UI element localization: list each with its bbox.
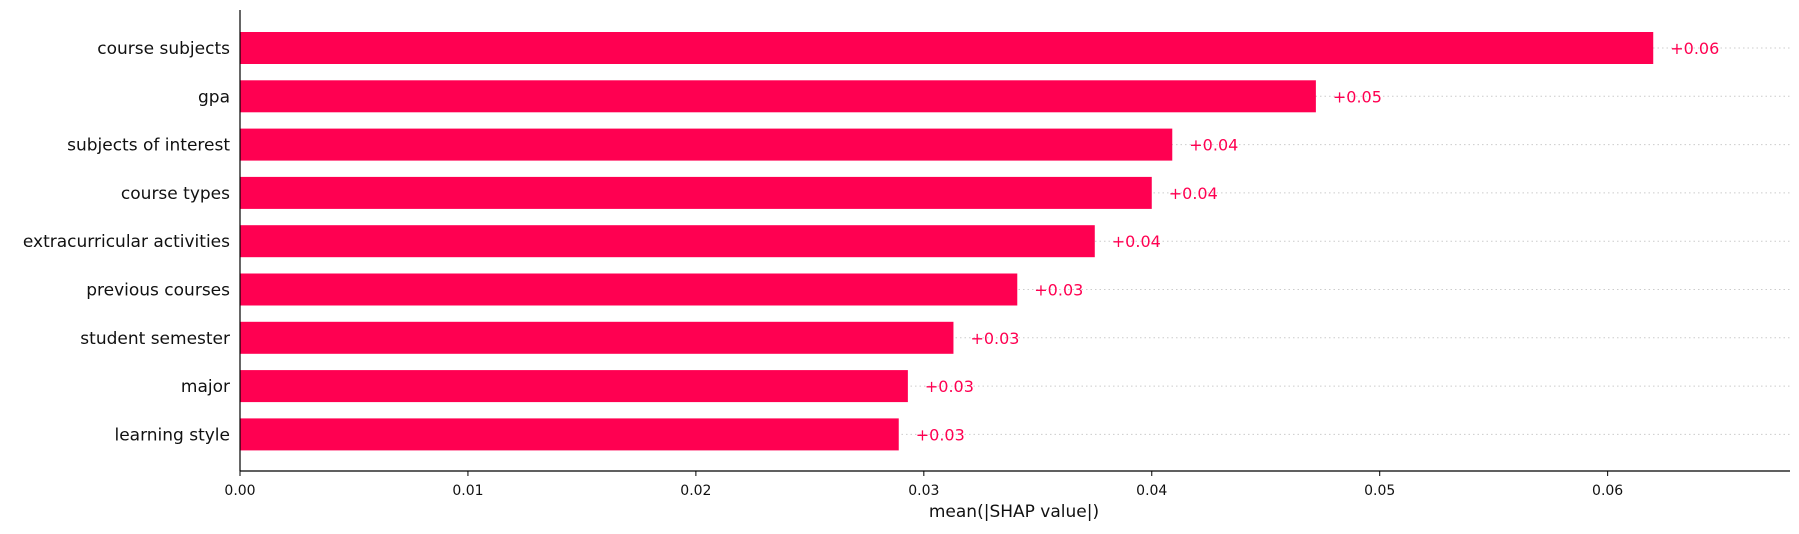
value-label: +0.03 [1034,281,1083,300]
value-label: +0.06 [1670,39,1719,58]
x-tick-label: 0.05 [1364,483,1395,499]
x-tick-label: 0.02 [680,483,711,499]
value-labels: +0.06 +0.05 +0.04 +0.04 +0.04 +0.03 +0.03 +0.03… [916,39,1720,444]
value-label: +0.04 [1112,232,1161,251]
value-label: +0.03 [925,377,974,396]
x-tick-label: 0.06 [1592,483,1623,499]
x-tick-label: 0.00 [224,483,255,499]
category-label: learning style [114,425,230,445]
bar [240,273,1018,306]
bar [240,418,899,451]
category-label: major [181,377,230,397]
bar [240,176,1152,209]
value-label: +0.05 [1333,87,1382,106]
category-label: subjects of interest [67,136,230,156]
category-label: student semester [80,329,230,349]
x-tick-label: 0.01 [452,483,483,499]
bar [240,225,1095,258]
axes [239,10,1790,472]
category-label: extracurricular activities [23,232,230,252]
x-tick-label: 0.04 [1136,483,1167,499]
value-label: +0.03 [916,425,965,444]
bars [240,32,1654,451]
category-label: previous courses [86,281,230,301]
x-tick-label: 0.03 [908,483,939,499]
bar [240,321,954,354]
bar [240,370,908,403]
bar [240,32,1654,64]
category-label: course subjects [97,39,230,59]
value-label: +0.04 [1169,184,1218,203]
x-ticks: 0.00 0.01 0.02 0.03 0.04 0.05 0.06 [224,471,1623,499]
bar [240,80,1316,113]
x-axis-title: mean(|SHAP value|) [929,502,1099,522]
category-labels: course subjects gpa subjects of interest co… [23,39,230,445]
category-label: course types [121,184,230,204]
category-label: gpa [198,87,230,107]
value-label: +0.04 [1189,136,1238,155]
bar [240,128,1173,161]
value-label: +0.03 [970,329,1019,348]
